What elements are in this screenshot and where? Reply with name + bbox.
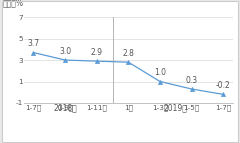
Text: 0.3: 0.3 — [186, 76, 198, 85]
Text: -0.2: -0.2 — [216, 81, 231, 90]
Text: 2.8: 2.8 — [122, 49, 134, 58]
Text: 2018年: 2018年 — [53, 103, 77, 112]
Text: 单位：%: 单位：% — [3, 0, 24, 7]
Text: 2019年: 2019年 — [164, 103, 188, 112]
Text: 2.9: 2.9 — [91, 48, 103, 57]
Text: 3.0: 3.0 — [59, 47, 71, 56]
Text: 3.7: 3.7 — [27, 39, 40, 48]
Text: 1.0: 1.0 — [154, 68, 166, 77]
